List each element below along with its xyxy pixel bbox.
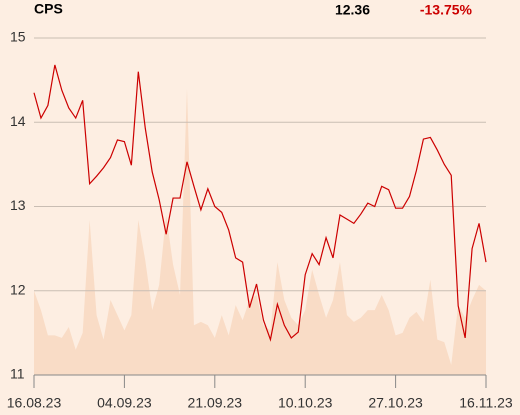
price: 12.36 bbox=[335, 2, 370, 18]
y-tick-label: 12 bbox=[10, 281, 26, 297]
volume-area bbox=[34, 88, 486, 376]
x-tick-label: 16.08.23 bbox=[7, 395, 62, 411]
y-tick-label: 14 bbox=[10, 113, 26, 129]
change: -13.75% bbox=[420, 2, 473, 18]
y-tick-label: 15 bbox=[10, 29, 26, 45]
x-tick-label: 04.09.23 bbox=[97, 395, 152, 411]
x-tick-label: 27.10.23 bbox=[368, 395, 423, 411]
y-tick-label: 13 bbox=[10, 197, 26, 213]
price-line bbox=[33, 64, 487, 342]
x-tick-label: 10.10.23 bbox=[278, 395, 333, 411]
x-tick-label: 16.11.23 bbox=[459, 395, 513, 411]
x-tick-label: 21.09.23 bbox=[188, 395, 243, 411]
symbol: CPS bbox=[34, 1, 63, 17]
y-tick-label: 11 bbox=[10, 366, 25, 382]
